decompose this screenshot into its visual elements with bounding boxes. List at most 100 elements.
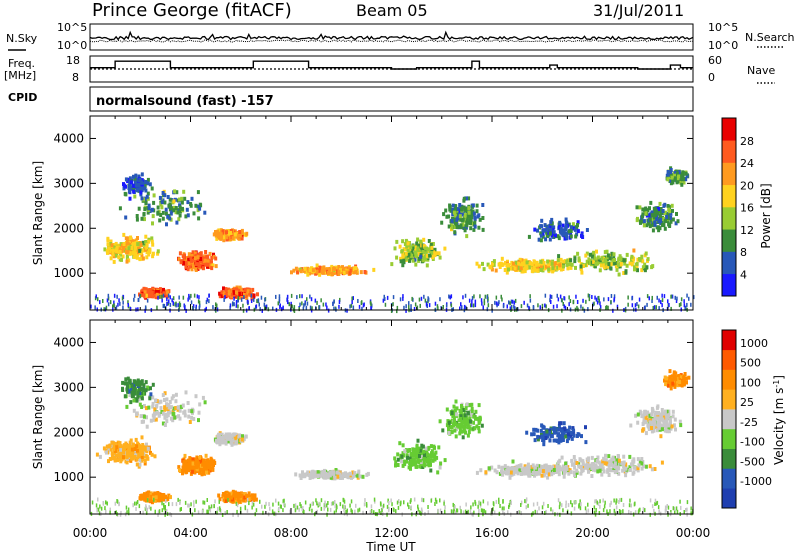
ground-scatter-cell	[167, 293, 170, 298]
ground-scatter-cell	[561, 298, 563, 303]
echo-cell	[129, 438, 133, 443]
echo-cell	[595, 249, 598, 254]
echo-cell	[630, 254, 634, 259]
ground-scatter-cell	[513, 300, 516, 305]
ground-scatter-cell	[103, 307, 105, 312]
ground-scatter-cell	[248, 306, 250, 311]
echo-cell	[646, 257, 650, 262]
echo-cell	[399, 259, 403, 264]
ground-scatter-cell	[494, 300, 496, 305]
echo-cell	[199, 456, 203, 461]
echo-cell	[153, 498, 157, 503]
echo-cell	[221, 435, 225, 440]
ground-scatter-cell	[514, 298, 517, 303]
ground-scatter-cell	[593, 301, 595, 306]
noise-rtick-bottom: 10^0	[708, 39, 738, 52]
echo-cell	[589, 258, 592, 263]
echo-cell	[406, 249, 410, 253]
ground-scatter-cell	[631, 303, 634, 308]
ground-scatter-cell	[661, 298, 664, 303]
echo-cell	[565, 234, 569, 239]
ground-scatter-cell	[326, 305, 328, 310]
echo-cell	[306, 272, 310, 277]
echo-cell	[531, 269, 535, 274]
echo-cell	[588, 261, 592, 266]
echo-cell	[605, 249, 609, 254]
ground-scatter-cell	[166, 302, 168, 306]
echo-cell	[130, 447, 134, 452]
echo-cell	[448, 207, 452, 212]
ground-scatter-cell	[279, 303, 281, 308]
echo-cell	[140, 178, 144, 183]
echo-cell	[130, 391, 134, 396]
ground-scatter-cell	[146, 298, 149, 303]
ground-scatter-cell	[267, 307, 270, 312]
echo-cell	[200, 472, 204, 477]
echo-cell	[144, 388, 148, 393]
ground-scatter-cell	[197, 299, 200, 304]
ground-scatter-cell	[383, 294, 385, 299]
echo-cell	[147, 206, 151, 211]
echo-cell	[467, 196, 471, 201]
echo-cell	[207, 470, 211, 475]
echo-cell	[456, 207, 460, 212]
echo-cell	[138, 402, 142, 407]
echo-cell	[302, 268, 306, 273]
ground-scatter-cell	[205, 306, 207, 311]
echo-cell	[503, 268, 507, 272]
echo-cell	[655, 217, 659, 221]
echo-cell	[541, 234, 545, 239]
echo-cell	[211, 263, 215, 268]
ground-scatter-cell	[250, 299, 253, 303]
ground-scatter-cell	[94, 305, 96, 310]
echo-cell	[604, 261, 608, 266]
echo-cell	[684, 171, 688, 176]
echo-cell	[618, 254, 622, 259]
echo-cell	[144, 293, 148, 298]
ground-scatter-cell	[224, 295, 226, 300]
ground-scatter-cell	[576, 305, 578, 310]
echo-cell	[580, 233, 583, 238]
echo-cell	[212, 463, 215, 467]
echo-cell	[564, 220, 568, 225]
ground-scatter-cell	[610, 294, 613, 298]
echo-cell	[187, 414, 191, 419]
echo-cell	[163, 398, 166, 402]
echo-cell	[138, 391, 142, 396]
echo-cell	[638, 257, 642, 261]
ground-scatter-cell	[449, 295, 451, 300]
echo-cell	[559, 257, 563, 262]
echo-cell	[188, 463, 192, 467]
ground-scatter-cell	[198, 300, 201, 305]
echo-cell	[560, 262, 564, 267]
ground-scatter-cell	[117, 302, 119, 307]
echo-cell	[592, 253, 596, 258]
echo-cell	[473, 224, 477, 229]
ground-scatter-cell	[392, 302, 394, 307]
ground-scatter-cell	[613, 298, 615, 303]
echo-cell	[196, 190, 200, 195]
ground-scatter-cell	[539, 305, 541, 310]
echo-cell	[636, 257, 640, 262]
echo-cell	[171, 394, 175, 399]
echo-cell	[530, 262, 534, 267]
echo-cell	[146, 493, 150, 498]
echo-cell	[516, 265, 520, 270]
echo-cell	[571, 222, 575, 227]
echo-cell	[505, 270, 509, 275]
echo-cell	[425, 263, 429, 268]
echo-cell	[519, 266, 523, 271]
cpid-label: CPID	[8, 91, 37, 104]
echo-cell	[202, 471, 206, 476]
echo-cell	[641, 259, 645, 264]
ground-scatter-cell	[303, 303, 305, 308]
ground-scatter-cell	[242, 303, 244, 308]
echo-cell	[337, 471, 341, 476]
ground-scatter-cell	[137, 307, 139, 312]
echo-cell	[357, 469, 361, 474]
echo-cell	[206, 259, 210, 264]
echo-cell	[666, 177, 670, 182]
echo-cell	[112, 447, 116, 452]
echo-cell	[601, 261, 605, 266]
echo-cell	[209, 460, 213, 465]
